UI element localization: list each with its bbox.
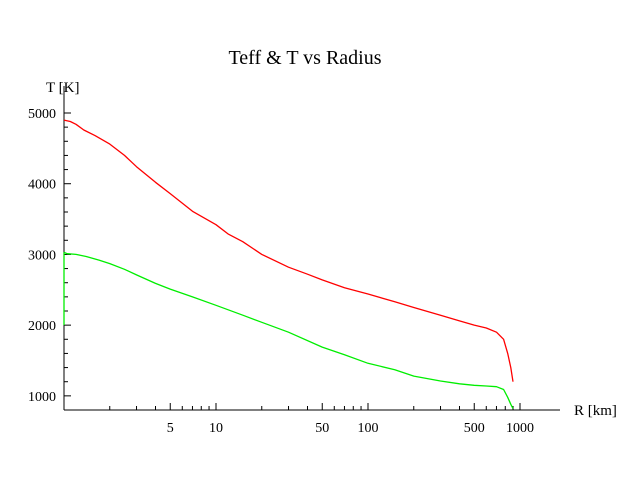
series-line-1 <box>63 251 514 409</box>
x-axis-label: R [km] <box>574 403 617 419</box>
x-tick-label: 1000 <box>506 421 534 436</box>
series-line-0 <box>63 119 514 382</box>
x-tick-label: 10 <box>209 421 223 436</box>
y-tick-label: 5000 <box>28 107 56 122</box>
y-tick-label: 1000 <box>28 390 56 405</box>
tick-group: 5 10 50 100 500 1000 1000 2000 3000 4000 5000 <box>28 107 534 436</box>
y-tick-label: 4000 <box>28 178 56 193</box>
x-tick-label: 50 <box>315 421 329 436</box>
chart-title: Teff & T vs Radius <box>228 47 381 69</box>
y-axis-label: T [K] <box>46 80 79 96</box>
x-tick-label: 500 <box>464 421 485 436</box>
x-tick-label: 5 <box>167 421 174 436</box>
x-tick-label: 100 <box>358 421 379 436</box>
series-group <box>63 119 514 409</box>
y-tick-label: 2000 <box>28 319 56 334</box>
y-tick-label: 3000 <box>28 248 56 263</box>
